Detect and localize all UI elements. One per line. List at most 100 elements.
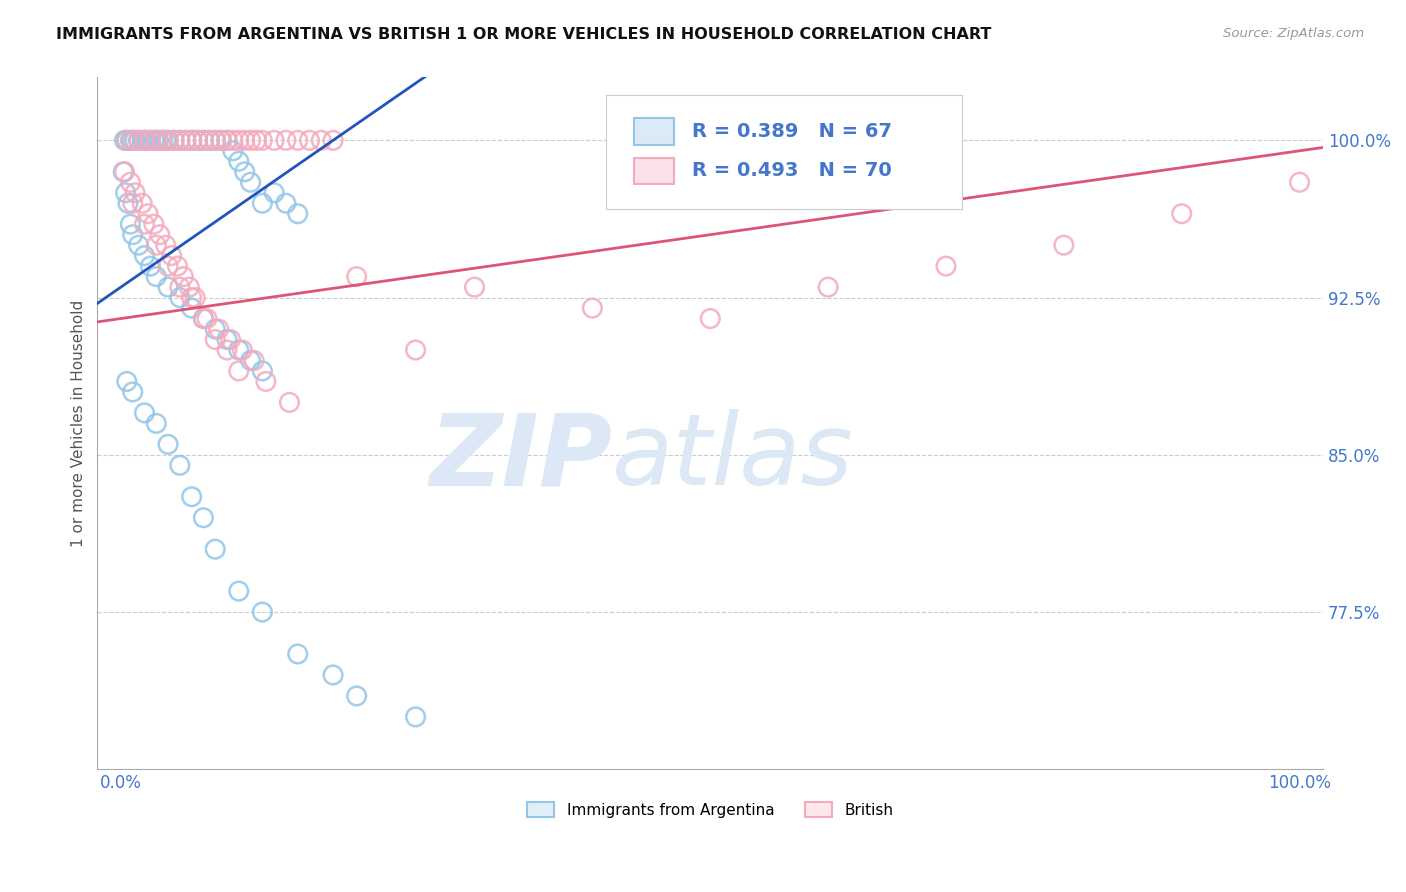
Point	[204, 133, 226, 147]
Point	[131, 196, 153, 211]
Point	[233, 133, 256, 147]
Point	[117, 196, 139, 211]
Point	[169, 280, 191, 294]
Point	[287, 133, 309, 147]
Text: IMMIGRANTS FROM ARGENTINA VS BRITISH 1 OR MORE VEHICLES IN HOUSEHOLD CORRELATION: IMMIGRANTS FROM ARGENTINA VS BRITISH 1 O…	[56, 27, 991, 42]
Point	[699, 311, 721, 326]
Point	[155, 238, 177, 252]
Point	[180, 133, 202, 147]
Point	[121, 384, 143, 399]
Point	[120, 133, 142, 147]
Point	[115, 133, 138, 147]
Point	[115, 375, 138, 389]
Point	[121, 133, 143, 147]
Text: R = 0.389   N = 67: R = 0.389 N = 67	[692, 122, 893, 141]
Point	[142, 217, 165, 231]
Point	[148, 133, 170, 147]
Point	[115, 133, 138, 147]
Point	[157, 259, 180, 273]
Point	[121, 227, 143, 242]
Point	[193, 133, 215, 147]
Point	[121, 196, 143, 211]
Point	[252, 605, 274, 619]
Point	[935, 259, 957, 273]
Point	[817, 280, 839, 294]
Point	[195, 311, 218, 326]
Point	[405, 710, 427, 724]
Point	[160, 249, 183, 263]
Point	[186, 133, 208, 147]
FancyBboxPatch shape	[606, 95, 962, 209]
Point	[581, 301, 603, 315]
Text: R = 0.493   N = 70: R = 0.493 N = 70	[692, 161, 891, 180]
Point	[228, 584, 250, 599]
Point	[209, 133, 232, 147]
Point	[180, 490, 202, 504]
Point	[193, 510, 215, 524]
Point	[278, 395, 301, 409]
Point	[204, 133, 226, 147]
Point	[215, 133, 238, 147]
Point	[174, 133, 197, 147]
Point	[131, 133, 153, 147]
Point	[204, 322, 226, 336]
Point	[204, 542, 226, 557]
Point	[145, 133, 167, 147]
Point	[150, 133, 173, 147]
Point	[120, 175, 142, 189]
Point	[252, 364, 274, 378]
Legend: Immigrants from Argentina, British: Immigrants from Argentina, British	[520, 796, 900, 824]
Point	[231, 343, 253, 357]
Point	[120, 217, 142, 231]
Point	[186, 133, 208, 147]
Point	[121, 133, 143, 147]
Point	[193, 133, 215, 147]
Point	[139, 133, 162, 147]
Bar	[634, 119, 673, 145]
Point	[274, 133, 297, 147]
Point	[228, 343, 250, 357]
Point	[142, 133, 165, 147]
Point	[263, 133, 285, 147]
Point	[145, 238, 167, 252]
Point	[114, 186, 136, 200]
Point	[145, 133, 167, 147]
Point	[136, 207, 159, 221]
Point	[157, 437, 180, 451]
Point	[155, 133, 177, 147]
Point	[274, 196, 297, 211]
Point	[169, 458, 191, 473]
Point	[219, 333, 242, 347]
Point	[222, 144, 245, 158]
Point	[128, 238, 150, 252]
Point	[134, 217, 156, 231]
Point	[180, 301, 202, 315]
Point	[1170, 207, 1192, 221]
Point	[145, 417, 167, 431]
Point	[134, 406, 156, 420]
Point	[228, 133, 250, 147]
Point	[114, 165, 136, 179]
Point	[346, 689, 368, 703]
Point	[128, 133, 150, 147]
Point	[228, 154, 250, 169]
Point	[169, 133, 191, 147]
Text: Source: ZipAtlas.com: Source: ZipAtlas.com	[1223, 27, 1364, 40]
Point	[184, 291, 207, 305]
Point	[124, 133, 146, 147]
Point	[254, 375, 277, 389]
Point	[157, 133, 180, 147]
Point	[215, 333, 238, 347]
Point	[128, 133, 150, 147]
Point	[322, 668, 344, 682]
Point	[134, 249, 156, 263]
Point	[169, 133, 191, 147]
Point	[149, 227, 172, 242]
Point	[243, 353, 266, 368]
Point	[204, 333, 226, 347]
Point	[252, 196, 274, 211]
Point	[346, 269, 368, 284]
Point	[252, 133, 274, 147]
Point	[405, 343, 427, 357]
Point	[228, 364, 250, 378]
